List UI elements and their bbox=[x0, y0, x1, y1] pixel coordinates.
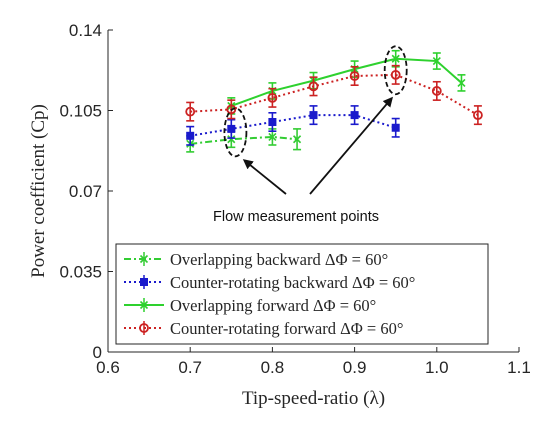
data-point bbox=[432, 56, 441, 66]
marker-stroke bbox=[268, 132, 277, 142]
measurement-ellipse bbox=[383, 45, 408, 96]
y-tick-label: 0.035 bbox=[59, 263, 102, 282]
legend-item-2: Counter-rotating backward ΔΦ = 60° bbox=[124, 273, 415, 292]
legend-marker bbox=[139, 254, 149, 264]
legend-item-1: Overlapping backward ΔΦ = 60° bbox=[124, 250, 388, 269]
legend-marker bbox=[139, 300, 149, 310]
data-point bbox=[390, 69, 401, 80]
data-point bbox=[268, 118, 277, 126]
marker-stroke bbox=[432, 56, 441, 66]
y-tick-label: 0 bbox=[93, 343, 102, 362]
series-line bbox=[190, 73, 479, 116]
annotation-label: Flow measurement points bbox=[213, 209, 379, 225]
data-point bbox=[267, 92, 278, 103]
y-axis-label: Power coefficient (Cp) bbox=[28, 104, 49, 278]
data-point bbox=[350, 111, 359, 120]
data-point bbox=[186, 131, 195, 140]
data-point bbox=[308, 81, 319, 92]
measurement-ellipse bbox=[223, 107, 248, 158]
marker-stroke bbox=[457, 78, 466, 87]
series-line bbox=[190, 135, 298, 145]
data-point bbox=[227, 135, 236, 144]
data-point bbox=[457, 78, 466, 87]
series-line bbox=[190, 114, 396, 137]
marker-stroke bbox=[139, 300, 149, 310]
x-tick-label: 0.8 bbox=[261, 358, 285, 377]
legend-marker bbox=[140, 278, 148, 286]
legend-label: Overlapping forward ΔΦ = 60° bbox=[170, 296, 376, 315]
legend-box bbox=[115, 243, 489, 345]
data-point bbox=[226, 104, 237, 115]
x-tick-label: 0.7 bbox=[178, 358, 202, 377]
data-point bbox=[349, 71, 360, 81]
marker-stroke bbox=[227, 135, 236, 144]
annotation-layer: Flow measurement points bbox=[213, 45, 408, 225]
series-2 bbox=[186, 105, 400, 146]
legend-item-4: Counter-rotating forward ΔΦ = 60° bbox=[124, 319, 403, 338]
data-point bbox=[309, 111, 318, 120]
x-tick-label: 0.9 bbox=[343, 358, 367, 377]
annotation-arrow bbox=[242, 159, 287, 195]
data-point bbox=[391, 54, 400, 63]
legend-label: Counter-rotating forward ΔΦ = 60° bbox=[170, 319, 403, 338]
marker-stroke bbox=[292, 135, 302, 144]
series-4 bbox=[185, 64, 483, 126]
x-tick-label: 0.6 bbox=[96, 358, 120, 377]
data-point bbox=[431, 86, 442, 96]
data-point bbox=[472, 110, 483, 120]
data-point bbox=[292, 135, 302, 144]
x-axis-label: Tip-speed-ratio (λ) bbox=[242, 388, 385, 409]
legend-label: Overlapping backward ΔΦ = 60° bbox=[170, 250, 388, 269]
axes-layer: 0.6 0.7 0.8 0.9 1.0 1.1 0 0.035 0.07 0.105 0.14 Tip… bbox=[28, 21, 531, 409]
marker-stroke bbox=[391, 54, 400, 63]
annotation-arrow bbox=[309, 96, 393, 195]
y-tick-label: 0.07 bbox=[69, 182, 102, 201]
y-tick-label: 0.105 bbox=[59, 102, 102, 121]
x-tick-label: 1.1 bbox=[507, 358, 531, 377]
data-point bbox=[227, 124, 236, 133]
series-line bbox=[230, 57, 463, 107]
legend: Overlapping backward ΔΦ = 60° Counter-rot… bbox=[115, 243, 489, 345]
legend-label: Counter-rotating backward ΔΦ = 60° bbox=[170, 273, 415, 292]
legend-marker bbox=[139, 323, 149, 333]
series-layer bbox=[185, 49, 483, 153]
x-tick-label: 1.0 bbox=[425, 358, 449, 377]
legend-item-3: Overlapping forward ΔΦ = 60° bbox=[124, 296, 376, 315]
marker-stroke bbox=[139, 254, 149, 264]
data-point bbox=[185, 106, 196, 117]
data-point bbox=[268, 132, 277, 142]
series-3 bbox=[227, 49, 466, 115]
data-point bbox=[391, 123, 400, 132]
y-tick-label: 0.14 bbox=[69, 21, 102, 40]
